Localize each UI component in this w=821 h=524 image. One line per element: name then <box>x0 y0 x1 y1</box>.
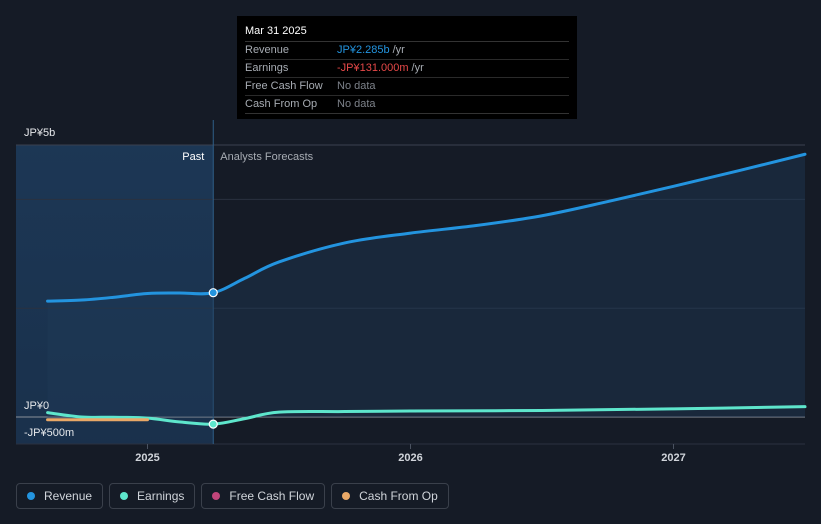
tooltip-value: -JP¥131.000m <box>337 62 409 74</box>
free-cash-flow-dot-icon <box>212 492 221 500</box>
cash-from-op-dot-icon <box>342 492 351 500</box>
past-region <box>16 145 214 444</box>
revenue-highlight-point <box>208 288 218 298</box>
tooltip-value: No data <box>337 80 376 92</box>
tooltip-label: Earnings <box>245 62 289 74</box>
legend-item-earnings[interactable]: Earnings <box>109 483 196 509</box>
tooltip-label: Revenue <box>245 44 290 56</box>
earnings-dot-icon <box>120 492 129 500</box>
tooltip-label: Free Cash Flow <box>245 80 323 92</box>
y-tick-label: -JP¥500m <box>24 427 74 439</box>
legend-label: Revenue <box>44 489 93 503</box>
tooltip-label: Cash From Op <box>245 98 318 110</box>
earnings-line <box>46 405 807 426</box>
revenue-dot-icon <box>27 492 35 500</box>
revenue-area <box>47 154 806 418</box>
tooltip-value: No data <box>337 98 376 110</box>
tooltip: Mar 31 2025 Revenue JP¥2.285b /yr Earnin… <box>237 16 577 119</box>
revenue-line <box>46 152 807 303</box>
legend-item-free-cash-flow[interactable]: Free Cash Flow <box>201 483 326 509</box>
tooltip-row-cash-from-op: Cash From Op No data <box>245 96 569 114</box>
legend-item-revenue[interactable]: Revenue <box>16 483 104 509</box>
tooltip-date: Mar 31 2025 <box>245 24 569 42</box>
legend-label: Free Cash Flow <box>229 489 315 503</box>
tooltip-row-free-cash-flow: Free Cash Flow No data <box>245 78 569 96</box>
y-tick-label: JP¥5b <box>24 127 55 139</box>
x-tick-label: 2026 <box>398 452 422 464</box>
tooltip-unit: /yr <box>392 44 405 56</box>
legend-label: Earnings <box>137 489 185 503</box>
legend: Revenue Earnings Free Cash Flow Cash Fro… <box>16 483 449 509</box>
earnings-highlight-point <box>208 419 218 429</box>
forecast-label: Analysts Forecasts <box>220 151 313 163</box>
tooltip-unit: /yr <box>411 62 424 74</box>
tooltip-row-earnings: Earnings -JP¥131.000m /yr <box>245 60 569 78</box>
legend-label: Cash From Op <box>359 489 438 503</box>
legend-item-cash-from-op[interactable]: Cash From Op <box>331 483 449 509</box>
tooltip-row-revenue: Revenue JP¥2.285b /yr <box>245 42 569 60</box>
x-tick-label: 2027 <box>661 452 685 464</box>
x-tick-label: 2025 <box>135 452 159 464</box>
past-label: Past <box>182 151 204 163</box>
tooltip-value: JP¥2.285b <box>337 44 390 56</box>
y-tick-label: JP¥0 <box>24 400 49 412</box>
